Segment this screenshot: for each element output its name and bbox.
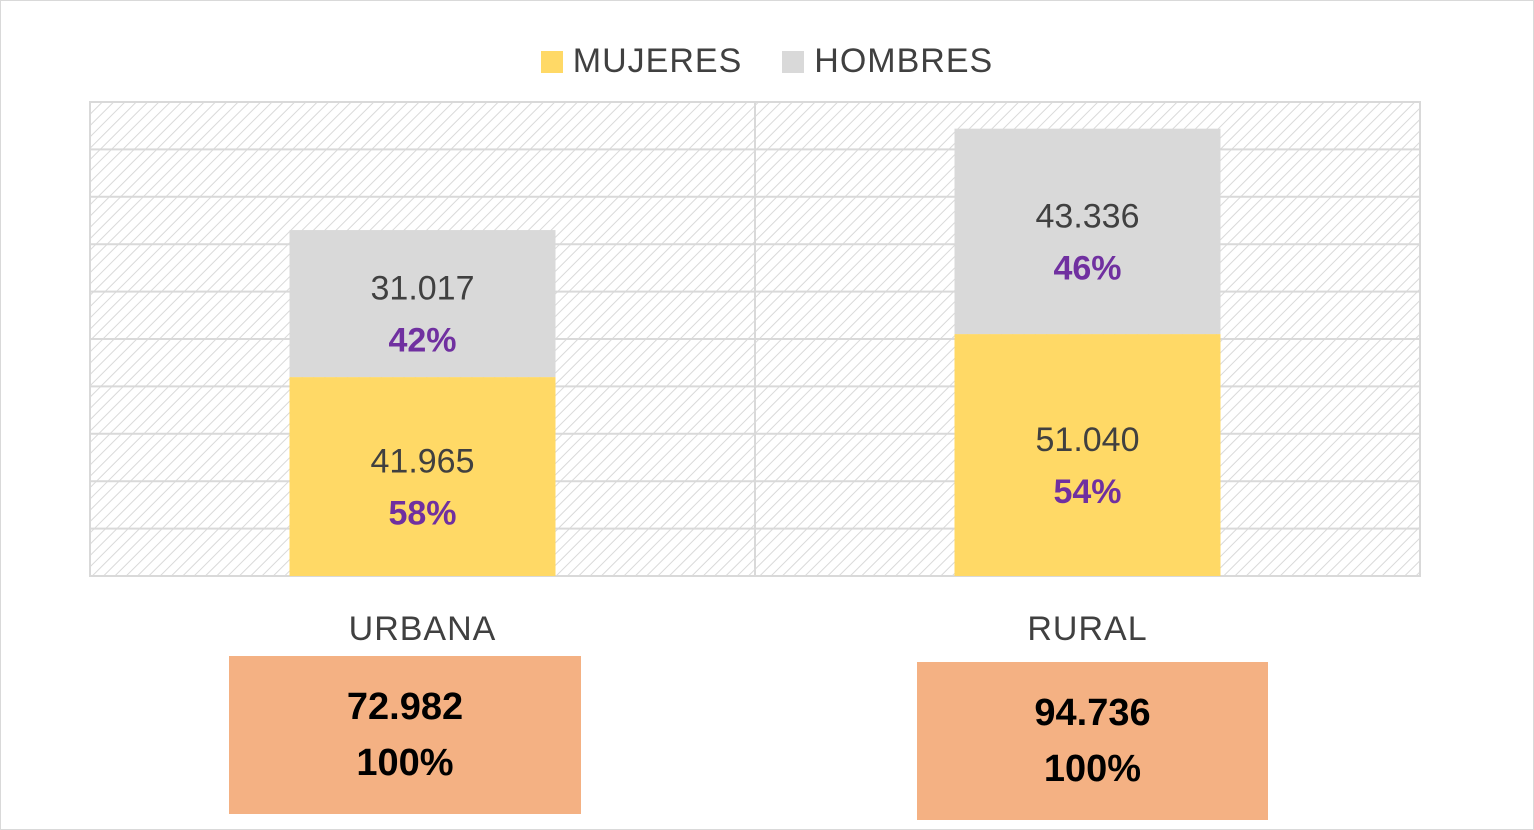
- bar-hombres-rural: [954, 128, 1221, 335]
- legend-swatch-mujeres: [540, 50, 563, 73]
- total-box-urbana: 72.982 100%: [229, 656, 581, 814]
- data-label-value: 43.336: [1036, 197, 1140, 235]
- total-value-rural: 94.736: [1034, 692, 1151, 734]
- total-value-urbana: 72.982: [346, 686, 464, 728]
- bars: [289, 128, 1221, 576]
- data-label-percent: 58%: [388, 495, 456, 533]
- legend-item-mujeres: MUJERES: [540, 42, 743, 81]
- total-percent-rural: 100%: [1043, 748, 1142, 790]
- category-label-urbana: URBANA: [349, 610, 497, 648]
- data-label-percent: 46%: [1053, 249, 1121, 287]
- category-label-rural: RURAL: [1027, 610, 1147, 648]
- bar-mujeres-urbana: [289, 377, 556, 576]
- data-label-value: 51.040: [1036, 421, 1140, 459]
- legend-item-hombres: HOMBRES: [782, 42, 993, 81]
- total-box-rural: 94.736 100%: [917, 662, 1268, 820]
- legend-swatch-hombres: [782, 50, 805, 73]
- data-label-value: 41.965: [371, 443, 475, 481]
- legend: MUJERES HOMBRES: [0, 42, 1534, 81]
- total-percent-urbana: 100%: [356, 742, 454, 784]
- data-label-value: 31.017: [371, 270, 475, 308]
- labels: 41.965 58% 31.017 42% URBANA 51.040 54% 43.336 4…: [349, 197, 1147, 648]
- data-label-percent: 54%: [1053, 473, 1121, 511]
- legend-label-mujeres: MUJERES: [572, 42, 743, 80]
- bar-mujeres-rural: [954, 334, 1221, 576]
- bar-hombres-urbana: [289, 230, 556, 378]
- legend-label-hombres: HOMBRES: [814, 42, 994, 80]
- data-label-percent: 42%: [388, 322, 456, 360]
